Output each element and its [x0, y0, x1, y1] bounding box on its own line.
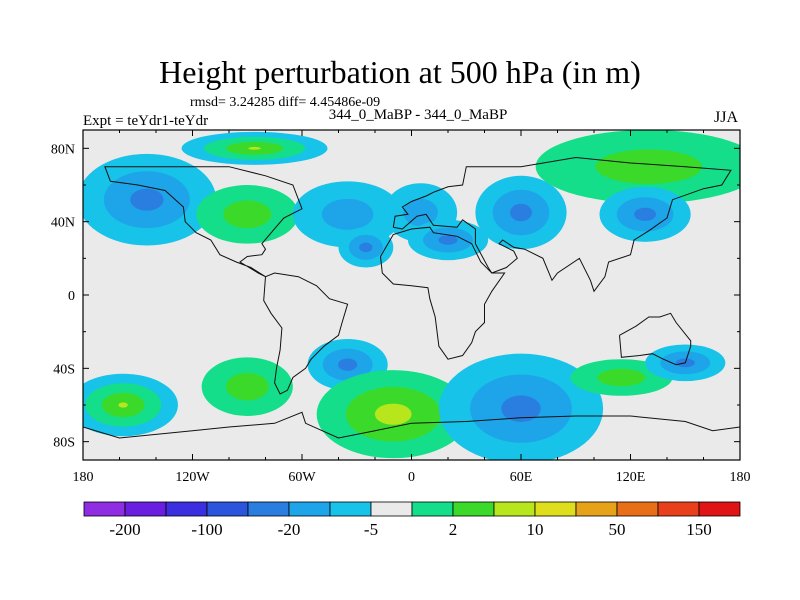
y-tick-label: 40S — [53, 362, 75, 377]
colorbar-swatch — [411, 501, 454, 517]
colorbar: -200 -100 -20 -5 2 10 50 150 — [83, 501, 741, 539]
blob-south-indian-ring-2 — [501, 395, 541, 422]
blob-na-ring-1 — [223, 200, 272, 229]
colorbar-swatch — [124, 501, 167, 517]
colorbar-swatch — [575, 501, 618, 517]
colorbar-swatch — [165, 501, 208, 517]
blob-asia-ring-2 — [510, 203, 532, 222]
x-tick-label: 180 — [73, 470, 94, 485]
colorbar-label: 150 — [686, 520, 712, 539]
stats-label: rmsd= 3.24285 diff= 4.45486e-09 — [190, 95, 381, 110]
colorbar-label: -20 — [278, 520, 301, 539]
coast-africa — [380, 226, 506, 360]
colorbar-swatch — [657, 501, 700, 517]
contour-fields — [83, 130, 740, 460]
colorbar-swatch — [206, 501, 249, 517]
colorbar-label: -5 — [364, 520, 378, 539]
y-tick-label: 80S — [53, 436, 75, 451]
season-label: JJA — [714, 109, 739, 126]
blob-aus-south-ring-1 — [597, 368, 646, 387]
blob-atl-south-ring-2 — [359, 242, 373, 253]
x-tick-label: 120E — [616, 470, 646, 485]
blob-arctic-na-ring-3 — [248, 146, 261, 150]
colorbar-swatch — [534, 501, 577, 517]
blob-sa-east-ring-2 — [338, 358, 358, 371]
colorbar-swatch — [616, 501, 659, 517]
experiment-label: Expt = teYdr1-teYdr — [83, 113, 209, 129]
colorbar-swatch — [698, 501, 741, 517]
colorbar-label: 50 — [609, 520, 626, 539]
colorbar-swatch — [493, 501, 536, 517]
coast-south-america — [263, 272, 349, 395]
x-tick-label: 60W — [288, 470, 316, 485]
colorbar-swatch — [452, 501, 495, 517]
blob-atl-ring-1 — [321, 198, 374, 230]
x-tick-label: 60E — [510, 470, 533, 485]
colorbar-label: 10 — [527, 520, 544, 539]
colorbar-label: -100 — [191, 520, 222, 539]
coastlines — [83, 156, 740, 439]
y-tick-label: 80N — [51, 142, 75, 157]
coast-australia — [619, 312, 692, 366]
x-tick-label: 120W — [175, 470, 210, 485]
blob-sp-west-ring-3 — [118, 402, 128, 408]
subtitle-label: 344_0_MaBP - 344_0_MaBP — [328, 107, 508, 123]
blob-south-atl-ring-2 — [374, 403, 412, 425]
chart-title: Height perturbation at 500 hPa (in m) — [159, 54, 641, 90]
blob-arctic-asia-ring-1 — [595, 149, 702, 184]
x-tick-label: 0 — [408, 470, 415, 485]
y-tick-label: 0 — [68, 289, 75, 304]
colorbar-swatch — [370, 501, 413, 517]
blob-np-west-ring-2 — [130, 188, 164, 211]
blob-np-east-ring-2 — [634, 207, 656, 221]
coast-antarctica — [83, 411, 740, 439]
colorbar-label: 2 — [449, 520, 458, 539]
coast-north-america — [104, 166, 303, 278]
colorbar-label: -200 — [109, 520, 140, 539]
blob-med-ring-2 — [438, 235, 458, 245]
coast-eurasia — [392, 156, 732, 293]
colorbar-swatch — [83, 501, 126, 517]
colorbar-swatch — [288, 501, 331, 517]
axes: 180 120W 60W 0 60E 120E 180 80N 40N 0 40S 80S — [51, 129, 751, 485]
x-tick-label: 180 — [730, 470, 751, 485]
blob-sp-mid-ring-1 — [225, 372, 269, 401]
y-tick-label: 40N — [51, 216, 75, 231]
colorbar-swatch — [329, 501, 372, 517]
colorbar-swatch — [247, 501, 290, 517]
